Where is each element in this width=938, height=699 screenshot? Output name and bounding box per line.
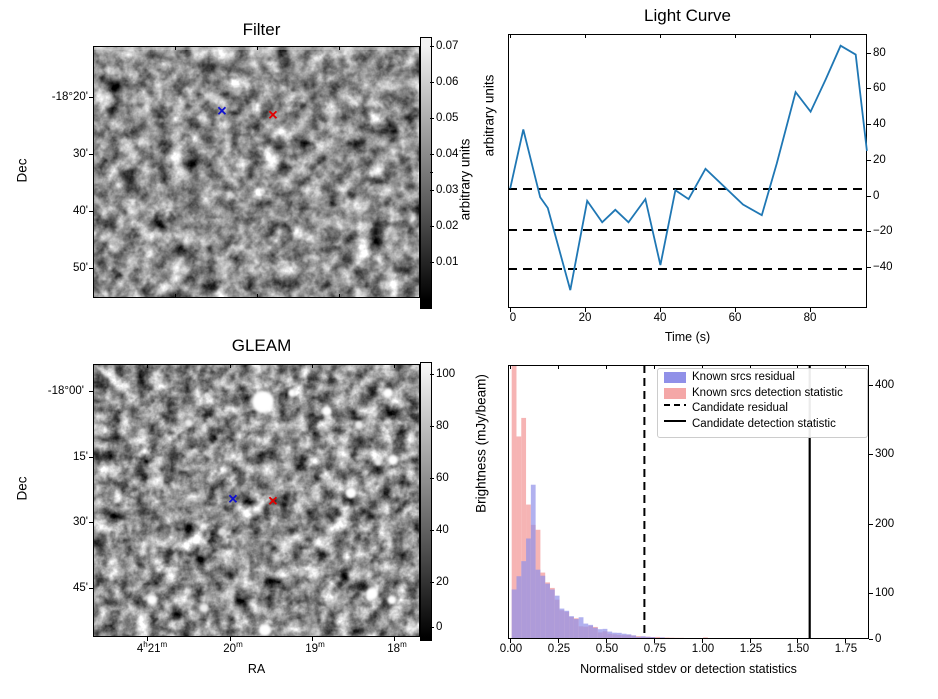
svg-text:✕: ✕ [228, 491, 239, 506]
svg-text:✕: ✕ [268, 107, 279, 122]
svg-text:✕: ✕ [268, 493, 279, 508]
svg-text:✕: ✕ [217, 103, 228, 118]
